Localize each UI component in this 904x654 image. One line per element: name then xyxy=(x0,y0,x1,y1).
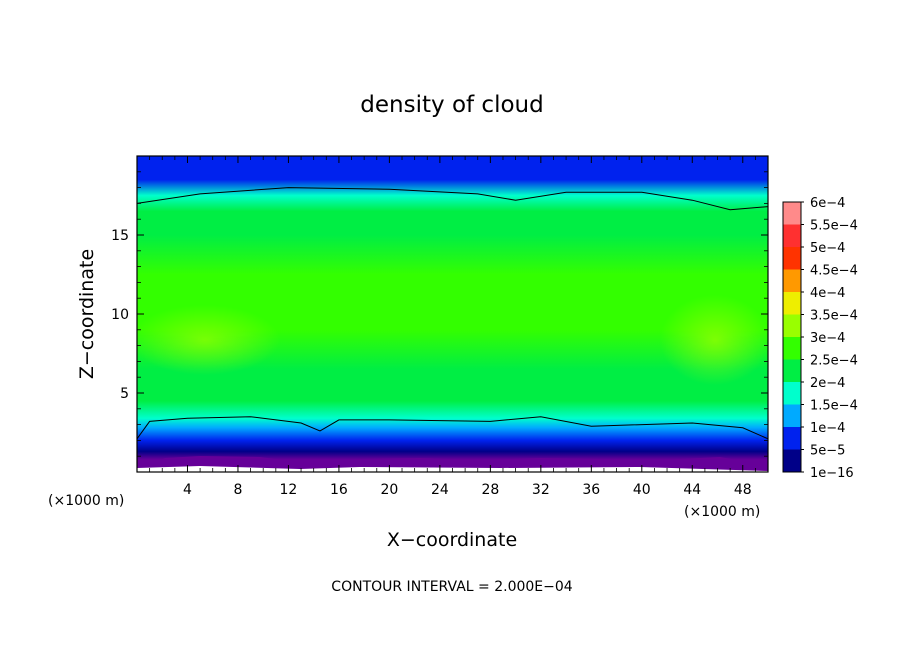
x-tick-label: 40 xyxy=(633,482,651,498)
x-tick-label: 32 xyxy=(532,482,550,498)
hotspot-left xyxy=(137,305,280,375)
x-tick-label: 16 xyxy=(330,482,348,498)
contour-line xyxy=(137,187,768,211)
colorbar-label: 5e−4 xyxy=(810,241,845,256)
colorbar-label: 4e−4 xyxy=(810,286,845,301)
colorbar-label: 3e−4 xyxy=(810,331,845,346)
colorbar-swatch xyxy=(783,382,801,405)
y-axis: 5 10 15 xyxy=(111,171,768,457)
colorbar-label: 2.5e−4 xyxy=(810,354,858,369)
plot-area xyxy=(137,156,768,472)
cold-spot-top xyxy=(677,156,737,176)
z-unit-label: (×1000 m) xyxy=(48,493,124,509)
colorbar-swatch xyxy=(783,337,801,360)
x-axis-title: X−coordinate xyxy=(387,529,517,551)
colorbar-label: 2e−4 xyxy=(810,376,845,391)
x-tick-label: 44 xyxy=(683,482,701,498)
colorbar-swatch xyxy=(783,449,801,473)
hotspot-right xyxy=(660,295,768,385)
colorbar: 6e−4 5.5e−4 5e−4 4.5e−4 4e−4 3.5e−4 3e−4 2.5e−4… xyxy=(782,196,858,481)
colorbar-label: 5.5e−4 xyxy=(810,219,858,234)
x-tick-label: 8 xyxy=(233,482,242,498)
colorbar-swatch xyxy=(783,247,801,270)
y-tick-label: 15 xyxy=(111,228,129,244)
y-tick-label: 10 xyxy=(111,307,129,323)
contour-interval-note: CONTOUR INTERVAL = 2.000E−04 xyxy=(331,579,572,595)
colorbar-swatch xyxy=(783,314,801,338)
x-tick-label: 28 xyxy=(481,482,499,498)
colorbar-swatch xyxy=(783,292,801,315)
x-unit-label: (×1000 m) xyxy=(684,504,760,520)
x-tick-label: 48 xyxy=(734,482,752,498)
colorbar-swatch xyxy=(783,427,801,450)
x-tick-label: 20 xyxy=(380,482,398,498)
colorbar-label: 1e−4 xyxy=(810,421,845,436)
colorbar-swatch xyxy=(783,359,801,383)
colorbar-swatch xyxy=(783,224,801,248)
colorbar-label: 5e−5 xyxy=(810,444,845,459)
colorbar-label: 6e−4 xyxy=(810,196,845,211)
x-tick-label: 36 xyxy=(582,482,600,498)
colorbar-swatch xyxy=(783,404,801,428)
y-axis-title: Z−coordinate xyxy=(76,249,98,379)
colorbar-label: 1e−16 xyxy=(810,466,854,481)
x-tick-label: 4 xyxy=(183,482,192,498)
x-tick-label: 24 xyxy=(431,482,449,498)
colorbar-swatch xyxy=(783,202,801,225)
colorbar-label: 1.5e−4 xyxy=(810,399,858,414)
colorbar-label: 3.5e−4 xyxy=(810,309,858,324)
contour-line xyxy=(137,416,768,440)
y-tick-label: 5 xyxy=(120,386,129,402)
colorbar-label: 4.5e−4 xyxy=(810,264,858,279)
colorbar-swatch xyxy=(783,269,801,293)
chart-title: density of cloud xyxy=(360,92,543,118)
x-axis: 4 8 12 16 20 24 28 32 36 40 44 48 xyxy=(149,156,756,498)
contour-lines xyxy=(137,187,768,440)
x-tick-label: 12 xyxy=(280,482,298,498)
